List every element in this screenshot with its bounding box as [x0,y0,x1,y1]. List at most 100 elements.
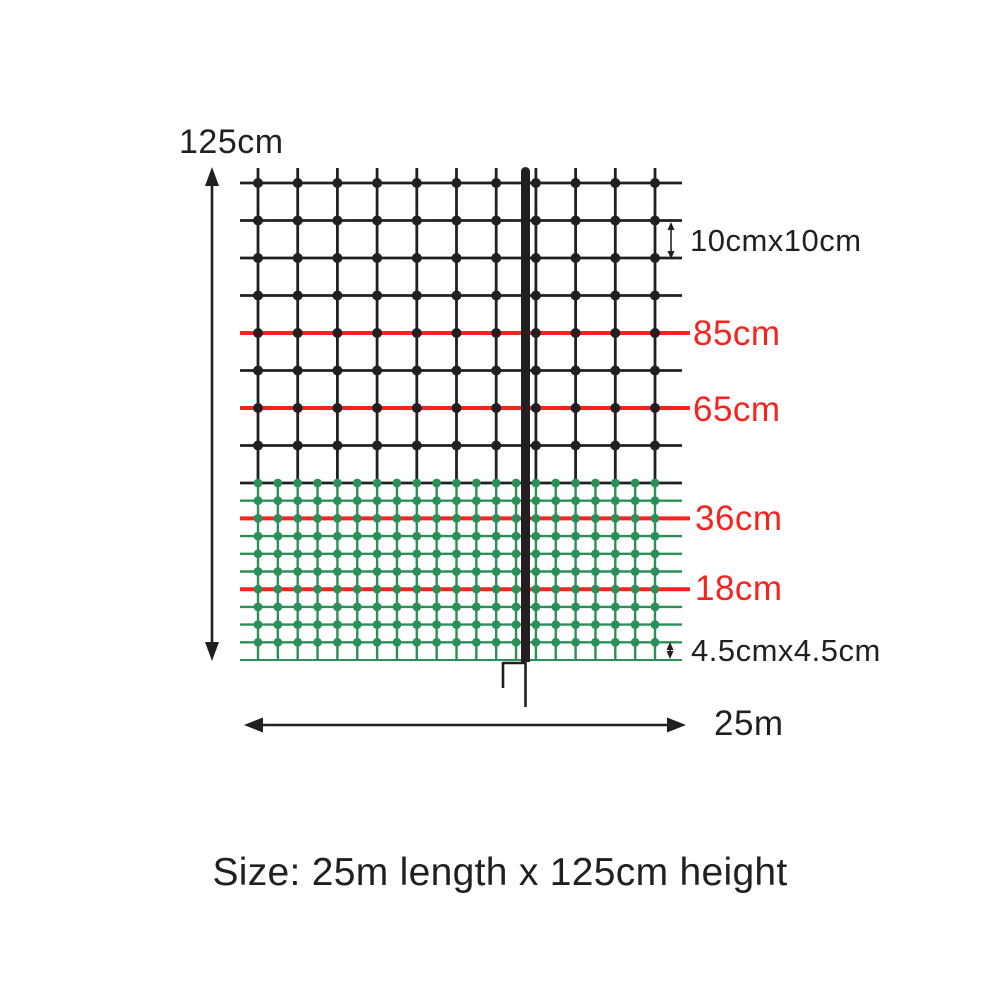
fine-mesh-knot [313,478,322,488]
fine-mesh-knot [491,478,501,488]
fine-mesh-knot [650,584,660,594]
fine-mesh-knot [491,531,501,541]
fine-mesh-knot [412,549,422,559]
fine-mesh-knot [650,478,660,488]
fine-mesh-knot [491,584,501,594]
cell-size-arrow-head-up [666,642,674,650]
fine-mesh-knot [273,531,283,541]
coarse-mesh-knot [530,403,541,413]
fine-mesh-knot [392,531,402,541]
fine-mesh-knot [313,496,322,506]
wire-18cm-label: 18cm [695,569,783,608]
fine-mesh-knot [471,637,481,647]
length-arrow-head-left [244,717,263,733]
coarse-mesh-knot [253,290,263,301]
fine-mesh-knot [591,531,600,541]
fine-mesh-knot [511,637,521,647]
wire-65cm-label: 65cm [693,390,781,429]
coarse-mesh-knot [411,403,422,413]
fine-mesh-knot [392,620,402,629]
coarse-mesh-knot [411,440,422,451]
fine-mesh-knot [452,496,461,506]
fine-mesh-knot [591,496,600,506]
fine-mesh-knot [452,602,461,612]
coarse-mesh-knot [530,290,541,301]
fine-mesh-knot [392,602,402,612]
fine-mesh-knot [531,514,541,523]
coarse-mesh-knot [650,440,660,451]
fine-mesh-knot [650,567,660,576]
fine-mesh-knot [313,514,322,523]
coarse-mesh-knot [411,178,422,188]
fine-mesh-knot [471,584,481,594]
fine-mesh-knot [432,567,442,576]
fine-mesh-knot [630,514,640,523]
fine-mesh-knot [392,549,402,559]
fine-mesh-knot [610,549,620,559]
fine-mesh-knot [432,514,442,523]
fine-mesh-knot [412,531,422,541]
fine-mesh-knot [273,637,283,647]
coarse-mesh-knot [372,328,383,338]
coarse-mesh-cell-size-label: 10cmx10cm [690,223,862,258]
fine-mesh-knot [293,549,303,559]
coarse-mesh-knot [292,215,303,226]
coarse-mesh-knot [332,365,343,376]
fine-mesh-knot [333,514,342,523]
fine-mesh-knot [531,602,541,612]
fine-mesh-knot [491,567,501,576]
coarse-mesh-knot [650,365,660,376]
fine-mesh-knot [531,567,541,576]
coarse-mesh-knot [610,178,621,188]
coarse-mesh-knot [650,290,660,301]
fence-post-top [521,167,530,176]
fine-mesh-knot [650,496,660,506]
fine-mesh-knot [551,496,561,506]
fine-mesh-knot [630,620,640,629]
coarse-mesh-knot [451,403,462,413]
fine-mesh-knot [650,637,660,647]
fine-mesh-knot [531,620,541,629]
coarse-mesh-knot [411,328,422,338]
fine-mesh-knot [273,567,283,576]
fine-mesh-knot [571,602,580,612]
fine-mesh-knot [253,602,263,612]
coarse-mesh-knot [491,253,502,263]
fine-mesh-knot [571,567,580,576]
fine-mesh-knot [452,620,461,629]
coarse-mesh-knot [411,215,422,226]
cell-size-arrow-head-down [666,651,674,659]
fine-mesh-knot [591,514,600,523]
fine-mesh-knot [551,567,561,576]
fine-mesh-knot [610,567,620,576]
fine-mesh-knot [293,514,303,523]
coarse-mesh-knot [372,215,383,226]
coarse-mesh-knot [491,178,502,188]
fine-mesh-knot [571,620,580,629]
fine-mesh-knot [352,602,362,612]
fine-mesh-knot [372,637,382,647]
coarse-mesh-knot [332,253,343,263]
fine-mesh-knot [372,531,382,541]
fine-mesh-knot [471,620,481,629]
fine-mesh-knot [650,549,660,559]
fine-mesh-knot [352,637,362,647]
fine-mesh-knot [372,514,382,523]
fine-mesh-knot [551,531,561,541]
coarse-mesh-knot [372,178,383,188]
fine-mesh-knot [432,637,442,647]
coarse-mesh-knot [372,440,383,451]
coarse-mesh-knot [332,403,343,413]
fine-mesh-knot [591,549,600,559]
fine-mesh-knot [372,602,382,612]
fine-mesh-knot [313,620,322,629]
fine-mesh-knot [352,514,362,523]
fine-mesh-knot [333,637,342,647]
fine-mesh-knot [372,620,382,629]
length-arrow-head-right [667,717,686,733]
fine-mesh-knot [610,478,620,488]
fine-mesh-knot [372,496,382,506]
coarse-mesh-knot [570,328,581,338]
coarse-mesh-knot [411,365,422,376]
fine-mesh-knot [531,637,541,647]
